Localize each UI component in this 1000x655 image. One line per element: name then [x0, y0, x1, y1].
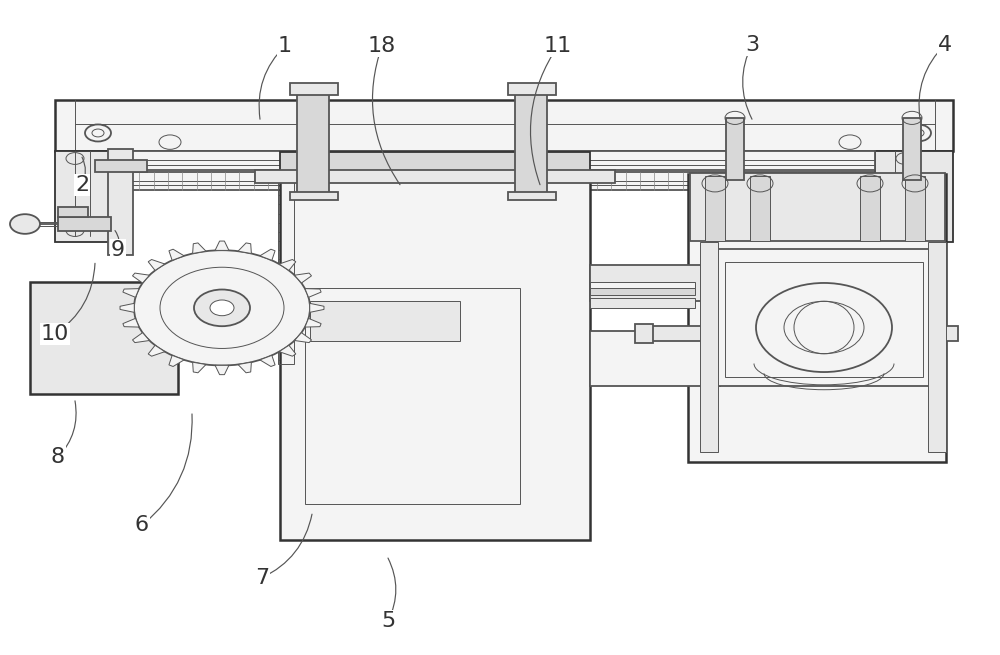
Text: 3: 3: [745, 35, 759, 54]
Bar: [290, 83, 338, 95]
Polygon shape: [215, 365, 229, 375]
Polygon shape: [310, 303, 324, 312]
Bar: [58, 207, 88, 217]
Polygon shape: [132, 333, 149, 343]
Bar: [590, 298, 695, 308]
Text: 8: 8: [51, 447, 65, 467]
Bar: [310, 301, 460, 341]
Bar: [297, 92, 329, 196]
Polygon shape: [260, 356, 275, 367]
Polygon shape: [148, 345, 165, 356]
Polygon shape: [215, 241, 229, 250]
Text: 9: 9: [111, 240, 125, 260]
Bar: [55, 151, 113, 242]
Bar: [120, 151, 875, 170]
Bar: [860, 176, 880, 241]
Circle shape: [10, 214, 40, 234]
Bar: [705, 176, 725, 241]
Text: 4: 4: [938, 35, 952, 54]
Bar: [280, 152, 590, 177]
Text: 11: 11: [544, 36, 572, 56]
Polygon shape: [305, 289, 321, 297]
Bar: [255, 170, 615, 183]
Bar: [903, 118, 921, 180]
Bar: [508, 192, 556, 200]
Bar: [95, 160, 147, 172]
Text: 6: 6: [135, 515, 149, 535]
Bar: [280, 174, 590, 540]
Circle shape: [210, 300, 234, 316]
Polygon shape: [279, 345, 296, 356]
Polygon shape: [169, 249, 184, 260]
Bar: [635, 324, 653, 343]
Polygon shape: [120, 303, 134, 312]
Bar: [508, 83, 556, 95]
Bar: [590, 265, 720, 301]
Circle shape: [134, 250, 310, 365]
Bar: [305, 288, 520, 504]
Polygon shape: [193, 362, 206, 373]
Polygon shape: [295, 333, 312, 343]
Bar: [290, 192, 338, 200]
Bar: [726, 118, 744, 180]
Bar: [278, 174, 294, 364]
Polygon shape: [148, 259, 165, 271]
Polygon shape: [238, 243, 251, 253]
Bar: [645, 326, 713, 341]
Polygon shape: [260, 249, 275, 260]
Bar: [515, 92, 547, 196]
Bar: [690, 173, 945, 241]
Polygon shape: [279, 259, 296, 271]
Text: 5: 5: [381, 611, 395, 631]
Bar: [725, 262, 923, 377]
Bar: [938, 326, 958, 341]
Bar: [928, 242, 946, 452]
Circle shape: [756, 283, 892, 372]
Text: 10: 10: [41, 324, 69, 344]
Bar: [710, 249, 938, 386]
Bar: [905, 176, 925, 241]
Polygon shape: [132, 273, 149, 283]
Text: 7: 7: [255, 568, 269, 588]
Bar: [750, 176, 770, 241]
Polygon shape: [238, 362, 251, 373]
Bar: [700, 242, 718, 452]
Bar: [590, 331, 720, 386]
Bar: [120, 172, 875, 190]
Bar: [875, 151, 953, 242]
Bar: [55, 100, 953, 151]
Bar: [58, 217, 111, 231]
Polygon shape: [193, 243, 206, 253]
Text: 1: 1: [278, 36, 292, 56]
Polygon shape: [295, 273, 312, 283]
Polygon shape: [305, 318, 321, 327]
Bar: [688, 174, 946, 462]
Text: 18: 18: [368, 36, 396, 56]
Bar: [108, 149, 133, 255]
Text: 2: 2: [75, 175, 89, 195]
Polygon shape: [123, 318, 139, 327]
Bar: [30, 282, 178, 394]
Polygon shape: [123, 289, 139, 297]
Bar: [590, 287, 695, 295]
Bar: [590, 282, 695, 288]
Circle shape: [194, 290, 250, 326]
Polygon shape: [169, 356, 184, 367]
